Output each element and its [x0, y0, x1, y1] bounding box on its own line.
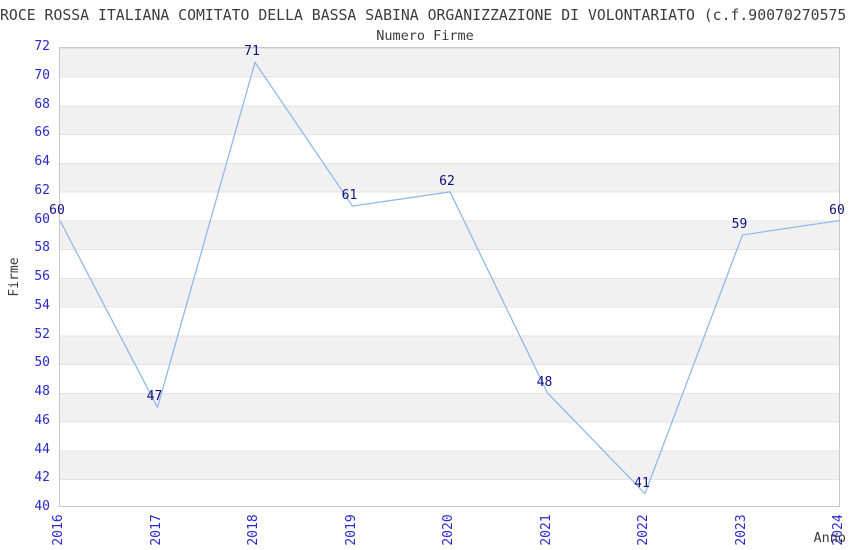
y-tick-label: 40 [34, 499, 50, 514]
point-value-label: 60 [49, 202, 65, 218]
line-series [60, 60, 841, 495]
y-tick-label: 54 [34, 297, 50, 313]
y-tick-label: 68 [34, 96, 50, 112]
x-tick-label: 2019 [343, 514, 359, 546]
y-tick-label: 46 [34, 412, 50, 428]
point-value-label: 62 [439, 173, 455, 189]
y-tick-label: 58 [34, 240, 50, 256]
y-tick-label: 44 [34, 441, 50, 457]
x-tick-label: 2018 [246, 514, 261, 546]
point-value-label: 60 [829, 202, 845, 218]
y-tick-label: 64 [34, 154, 50, 169]
x-tick-label: 2021 [538, 514, 554, 546]
x-tick-label: 2023 [733, 514, 749, 546]
y-tick-label: 62 [34, 182, 50, 198]
point-value-label: 47 [146, 389, 163, 405]
y-axis-title: Firme [7, 257, 22, 297]
chart-subtitle: Numero Firme [376, 28, 474, 44]
point-value-label: 71 [244, 44, 260, 60]
plot-area [59, 47, 841, 507]
y-tick-label: 60 [34, 211, 50, 227]
y-tick-label: 70 [34, 67, 50, 83]
point-value-label: 61 [341, 188, 358, 204]
chart-title: ROCE ROSSA ITALIANA COMITATO DELLA BASSA… [0, 7, 847, 24]
x-tick-label: 2020 [441, 514, 456, 546]
x-axis-title: Anno [813, 530, 846, 546]
x-tick-label: 2022 [636, 514, 651, 546]
x-tick-label: 2017 [148, 514, 164, 546]
y-tick-label: 52 [34, 326, 50, 342]
y-tick-label: 66 [34, 125, 50, 141]
y-tick-label: 48 [34, 384, 50, 399]
y-tick-label: 42 [34, 470, 50, 486]
line-path [60, 60, 841, 495]
point-value-label: 41 [634, 475, 650, 491]
y-tick-label: 56 [34, 269, 50, 284]
y-tick-label: 50 [34, 355, 50, 371]
x-tick-label: 2016 [51, 514, 66, 546]
point-value-label: 59 [731, 216, 748, 232]
point-value-label: 48 [536, 375, 553, 390]
y-tick-label: 72 [34, 39, 50, 54]
